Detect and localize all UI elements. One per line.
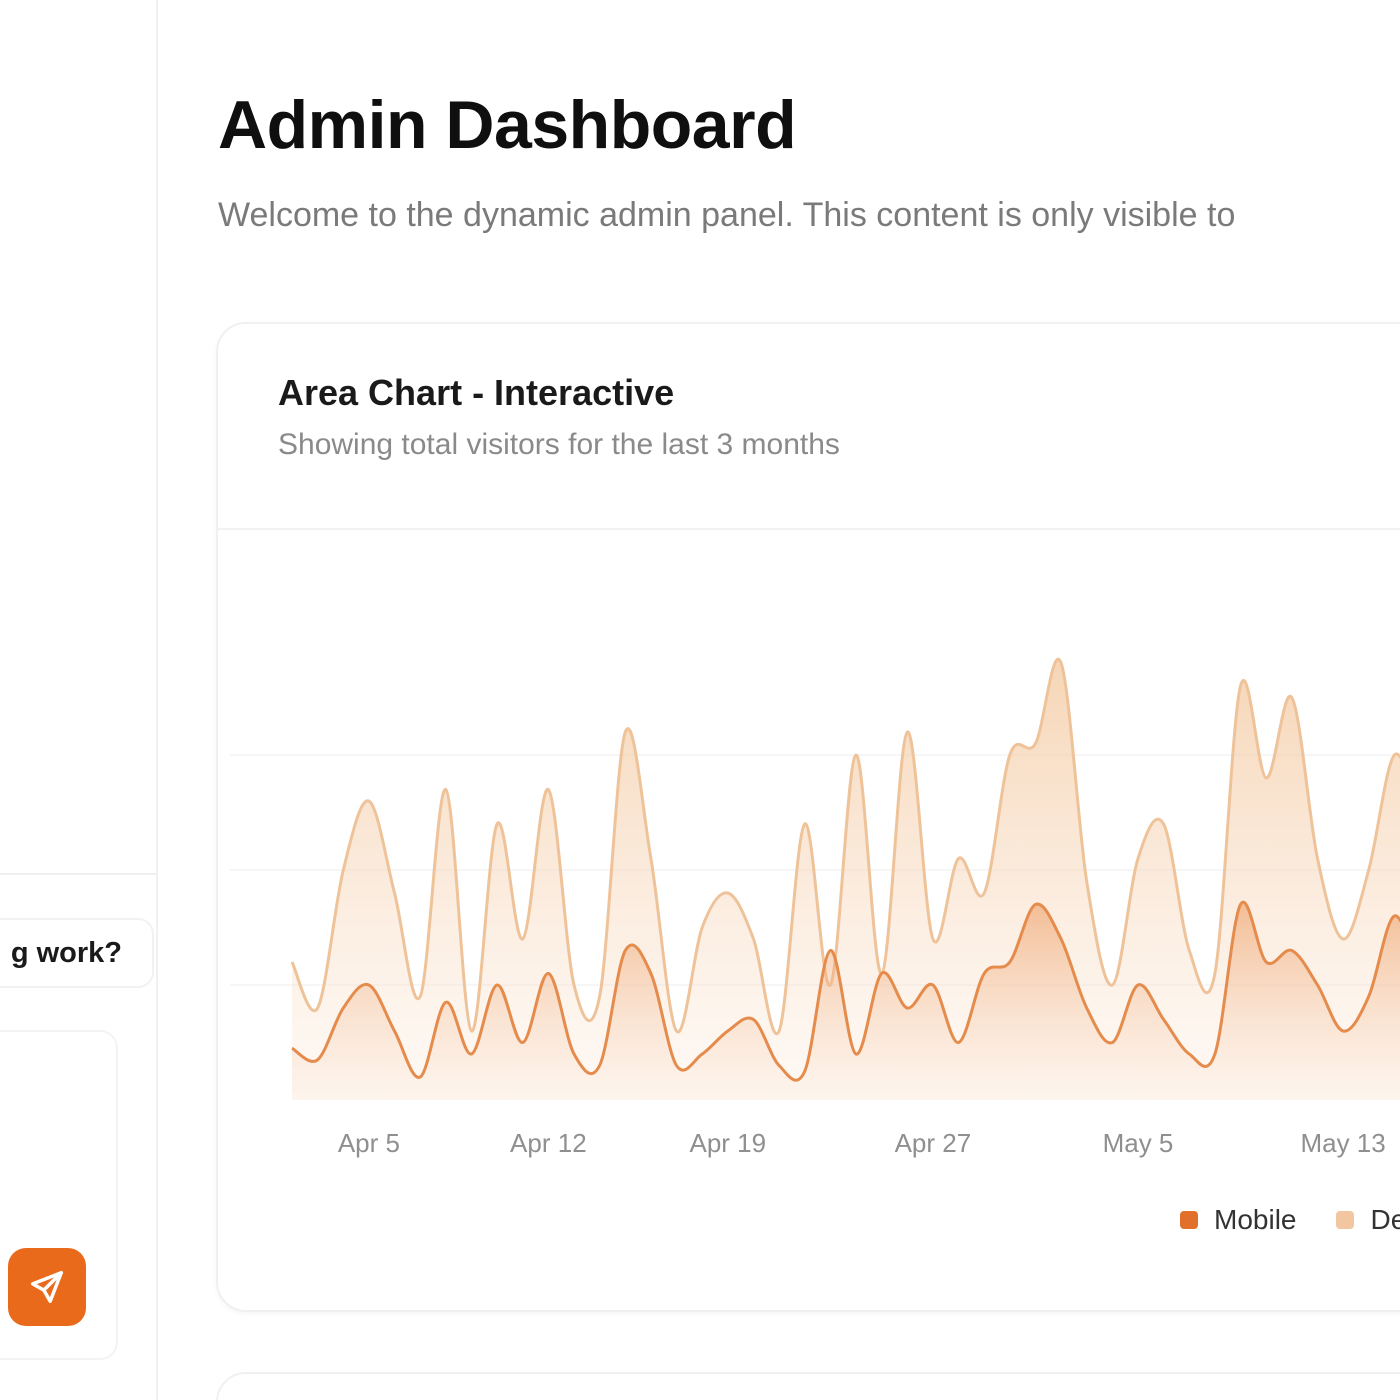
sidebar-divider [0,873,156,875]
chart-title: Area Chart - Interactive [278,372,675,413]
chart-legend: Mobile Desktop [1180,1200,1400,1240]
x-tick-label-0: Apr 5 [338,1128,400,1158]
legend-item-desktop[interactable]: Desktop [1336,1204,1400,1236]
area-chart-card [216,322,1400,1312]
legend-swatch-mobile [1180,1211,1198,1229]
page-subtitle: Welcome to the dynamic admin panel. This… [218,196,1236,234]
line-desktop [290,657,1400,1036]
chat-message-bubble: g work? [0,918,154,988]
area-mobile [292,902,1400,1100]
legend-label-mobile: Mobile [1214,1204,1297,1235]
x-tick-label-4: May 5 [1103,1128,1174,1158]
legend-swatch-desktop [1336,1211,1355,1229]
line-mobile [291,900,1400,1082]
chat-message-text: g work? [10,936,122,969]
area-desktop [292,659,1400,1100]
legend-label-desktop: Desktop [1370,1204,1400,1235]
x-tick-label-1: Apr 12 [510,1128,587,1158]
card-header-divider [216,528,1400,530]
chart-subtitle: Showing total visitors for the last 3 mo… [278,428,840,461]
send-icon [31,1271,63,1303]
x-tick-label-3: Apr 27 [895,1128,972,1158]
x-tick-label-5: May 13 [1300,1128,1385,1158]
legend-item-mobile[interactable]: Mobile [1180,1204,1296,1236]
secondary-card [216,1372,1400,1400]
x-tick-label-2: Apr 19 [690,1128,767,1158]
send-button[interactable] [8,1248,86,1326]
page-title: Admin Dashboard [218,87,797,163]
